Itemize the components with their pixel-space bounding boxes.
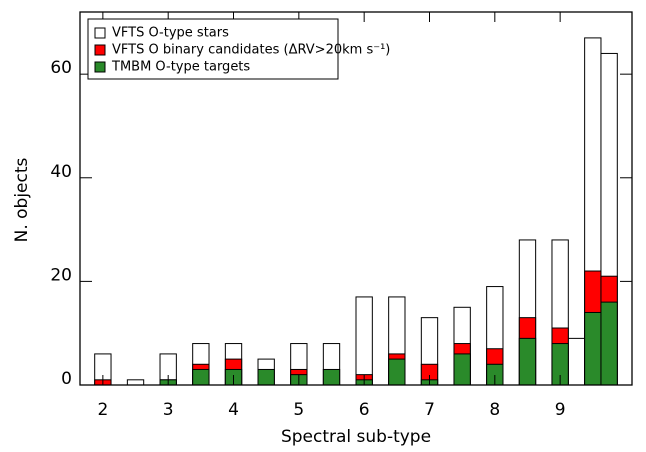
x-tick-label: 7: [424, 400, 435, 420]
y-axis-label: N. objects: [12, 157, 32, 242]
legend-label: VFTS O-type stars: [112, 26, 229, 41]
legend-swatch: [94, 61, 106, 73]
bar: [600, 301, 618, 386]
bar: [453, 353, 471, 386]
x-tick-label: 8: [489, 400, 500, 420]
legend-swatch: [94, 27, 106, 39]
x-tick-label: 2: [97, 400, 108, 420]
bar: [126, 379, 145, 386]
x-axis-label: Spectral sub-type: [281, 427, 431, 447]
y-tick-label: 20: [50, 265, 72, 285]
bar: [584, 311, 602, 386]
bar: [518, 337, 537, 386]
bar: [192, 368, 210, 386]
bar: [257, 368, 275, 386]
x-tick-label: 5: [293, 400, 304, 420]
x-tick-label: 4: [228, 400, 239, 420]
legend-label: TMBM O-type targets: [111, 60, 250, 75]
legend-box: [87, 18, 339, 80]
plot-frame: [79, 11, 633, 386]
bar: [322, 368, 341, 386]
x-tick-label: 9: [555, 400, 566, 420]
bar: [355, 296, 373, 386]
bar: [388, 358, 406, 386]
x-tick-label: 3: [163, 400, 174, 420]
y-tick-label: 0: [61, 369, 72, 389]
legend-swatch: [94, 44, 106, 56]
y-tick-label: 60: [50, 58, 72, 78]
x-tick-label: 6: [359, 400, 370, 420]
bar: [567, 337, 586, 386]
legend-label: VFTS O binary candidates (ΔRV>20km s⁻¹): [112, 43, 390, 58]
y-tick-label: 40: [50, 162, 72, 182]
